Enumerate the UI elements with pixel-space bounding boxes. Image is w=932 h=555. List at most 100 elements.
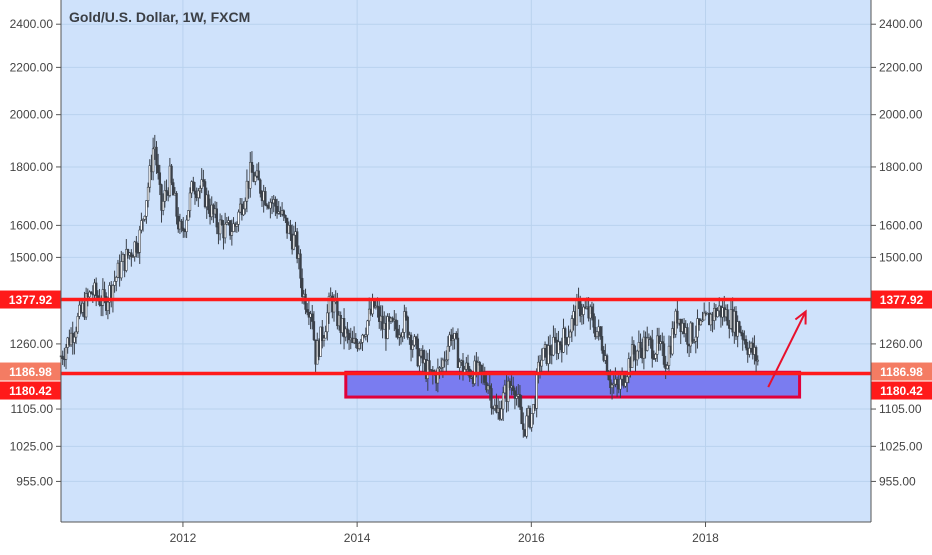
y-tick-label-right: 955.00 [879,474,916,488]
arrow-head [794,309,807,325]
candle [530,413,533,432]
y-tick-label-right: 2000.00 [879,108,923,122]
candle [225,216,229,226]
candle [440,357,443,373]
candle [411,340,414,358]
candle [694,325,698,354]
candle [89,290,93,295]
candle [570,315,574,343]
candle [756,355,759,366]
candle [74,326,78,345]
candle [615,376,619,398]
candle [744,335,748,351]
axes-labels: 2400.00 2400.00 2200.00 2200.00 2000.00 2000.… [10,17,923,545]
candle [619,372,622,398]
y-tick-label-left: 1260.00 [10,337,54,351]
candle [366,319,369,343]
candle [409,332,413,362]
candle [532,404,535,425]
grid [61,0,871,522]
y-tick-label-left: 955.00 [16,474,53,488]
candle [130,249,133,267]
candle [357,341,361,351]
candle [403,304,406,339]
candle [458,358,461,380]
arrow-shaft [767,311,807,388]
candle [699,318,703,326]
candle [612,374,615,394]
candle [416,333,419,368]
candle [64,343,68,370]
price-label-left: 1377.92 [9,293,53,307]
candle [632,340,636,362]
candle [456,328,460,368]
support-zone-rect [344,370,802,399]
candle [113,270,116,293]
candle [125,239,128,273]
y-tick-label-right: 1260.00 [879,337,923,351]
candle [428,349,431,372]
candle [451,327,455,350]
candle [625,374,629,393]
candle [520,394,523,425]
candle [187,210,190,221]
candle [557,330,560,360]
y-tick-label-right: 1600.00 [879,218,923,232]
projection-arrow [767,309,807,388]
candle [347,329,351,350]
candle [264,187,267,207]
candle [311,304,314,330]
candle [691,322,694,344]
candle [319,326,322,357]
candle [245,169,249,213]
candle [701,311,704,323]
candle [702,302,706,321]
candle [562,318,565,354]
candle [182,217,185,238]
candle [143,215,146,222]
candle [158,164,162,196]
support-zone [344,370,802,399]
candle [120,250,123,281]
price-label-left-bg [0,362,61,381]
price-label-right: 1377.92 [880,293,924,307]
candle [662,335,666,368]
candle [175,191,178,225]
candle [488,374,491,401]
candle [716,307,719,318]
chart-title: Gold/U.S. Dollar, 1W, FXCM [69,9,250,25]
candle [558,340,562,351]
candle [232,217,235,233]
candle [322,335,326,347]
candle [378,298,381,329]
candle [185,215,188,239]
candle [446,336,450,366]
candle [741,329,744,351]
candle [512,376,515,396]
candle [170,163,173,186]
y-tick-label-left: 1105.00 [11,402,54,416]
candle [249,151,252,198]
candle [600,326,604,354]
candle [259,178,262,198]
candle [652,350,656,360]
candle [192,176,195,192]
candle [754,345,758,374]
candle [148,159,151,193]
y-tick-label-right: 1800.00 [879,160,923,174]
candle [324,325,327,339]
candle [304,288,307,315]
price-label-left-bg [0,290,61,309]
candle [326,304,329,341]
x-tick-label: 2014 [344,531,371,545]
y-tick-label-right: 1025.00 [879,439,923,453]
candle [396,320,399,340]
y-tick-label-right: 1500.00 [879,250,923,264]
candle [242,201,245,217]
candle [646,326,649,352]
price-label-right-bg [871,290,932,309]
candle [237,209,240,232]
price-label-right: 1186.98 [880,365,923,379]
